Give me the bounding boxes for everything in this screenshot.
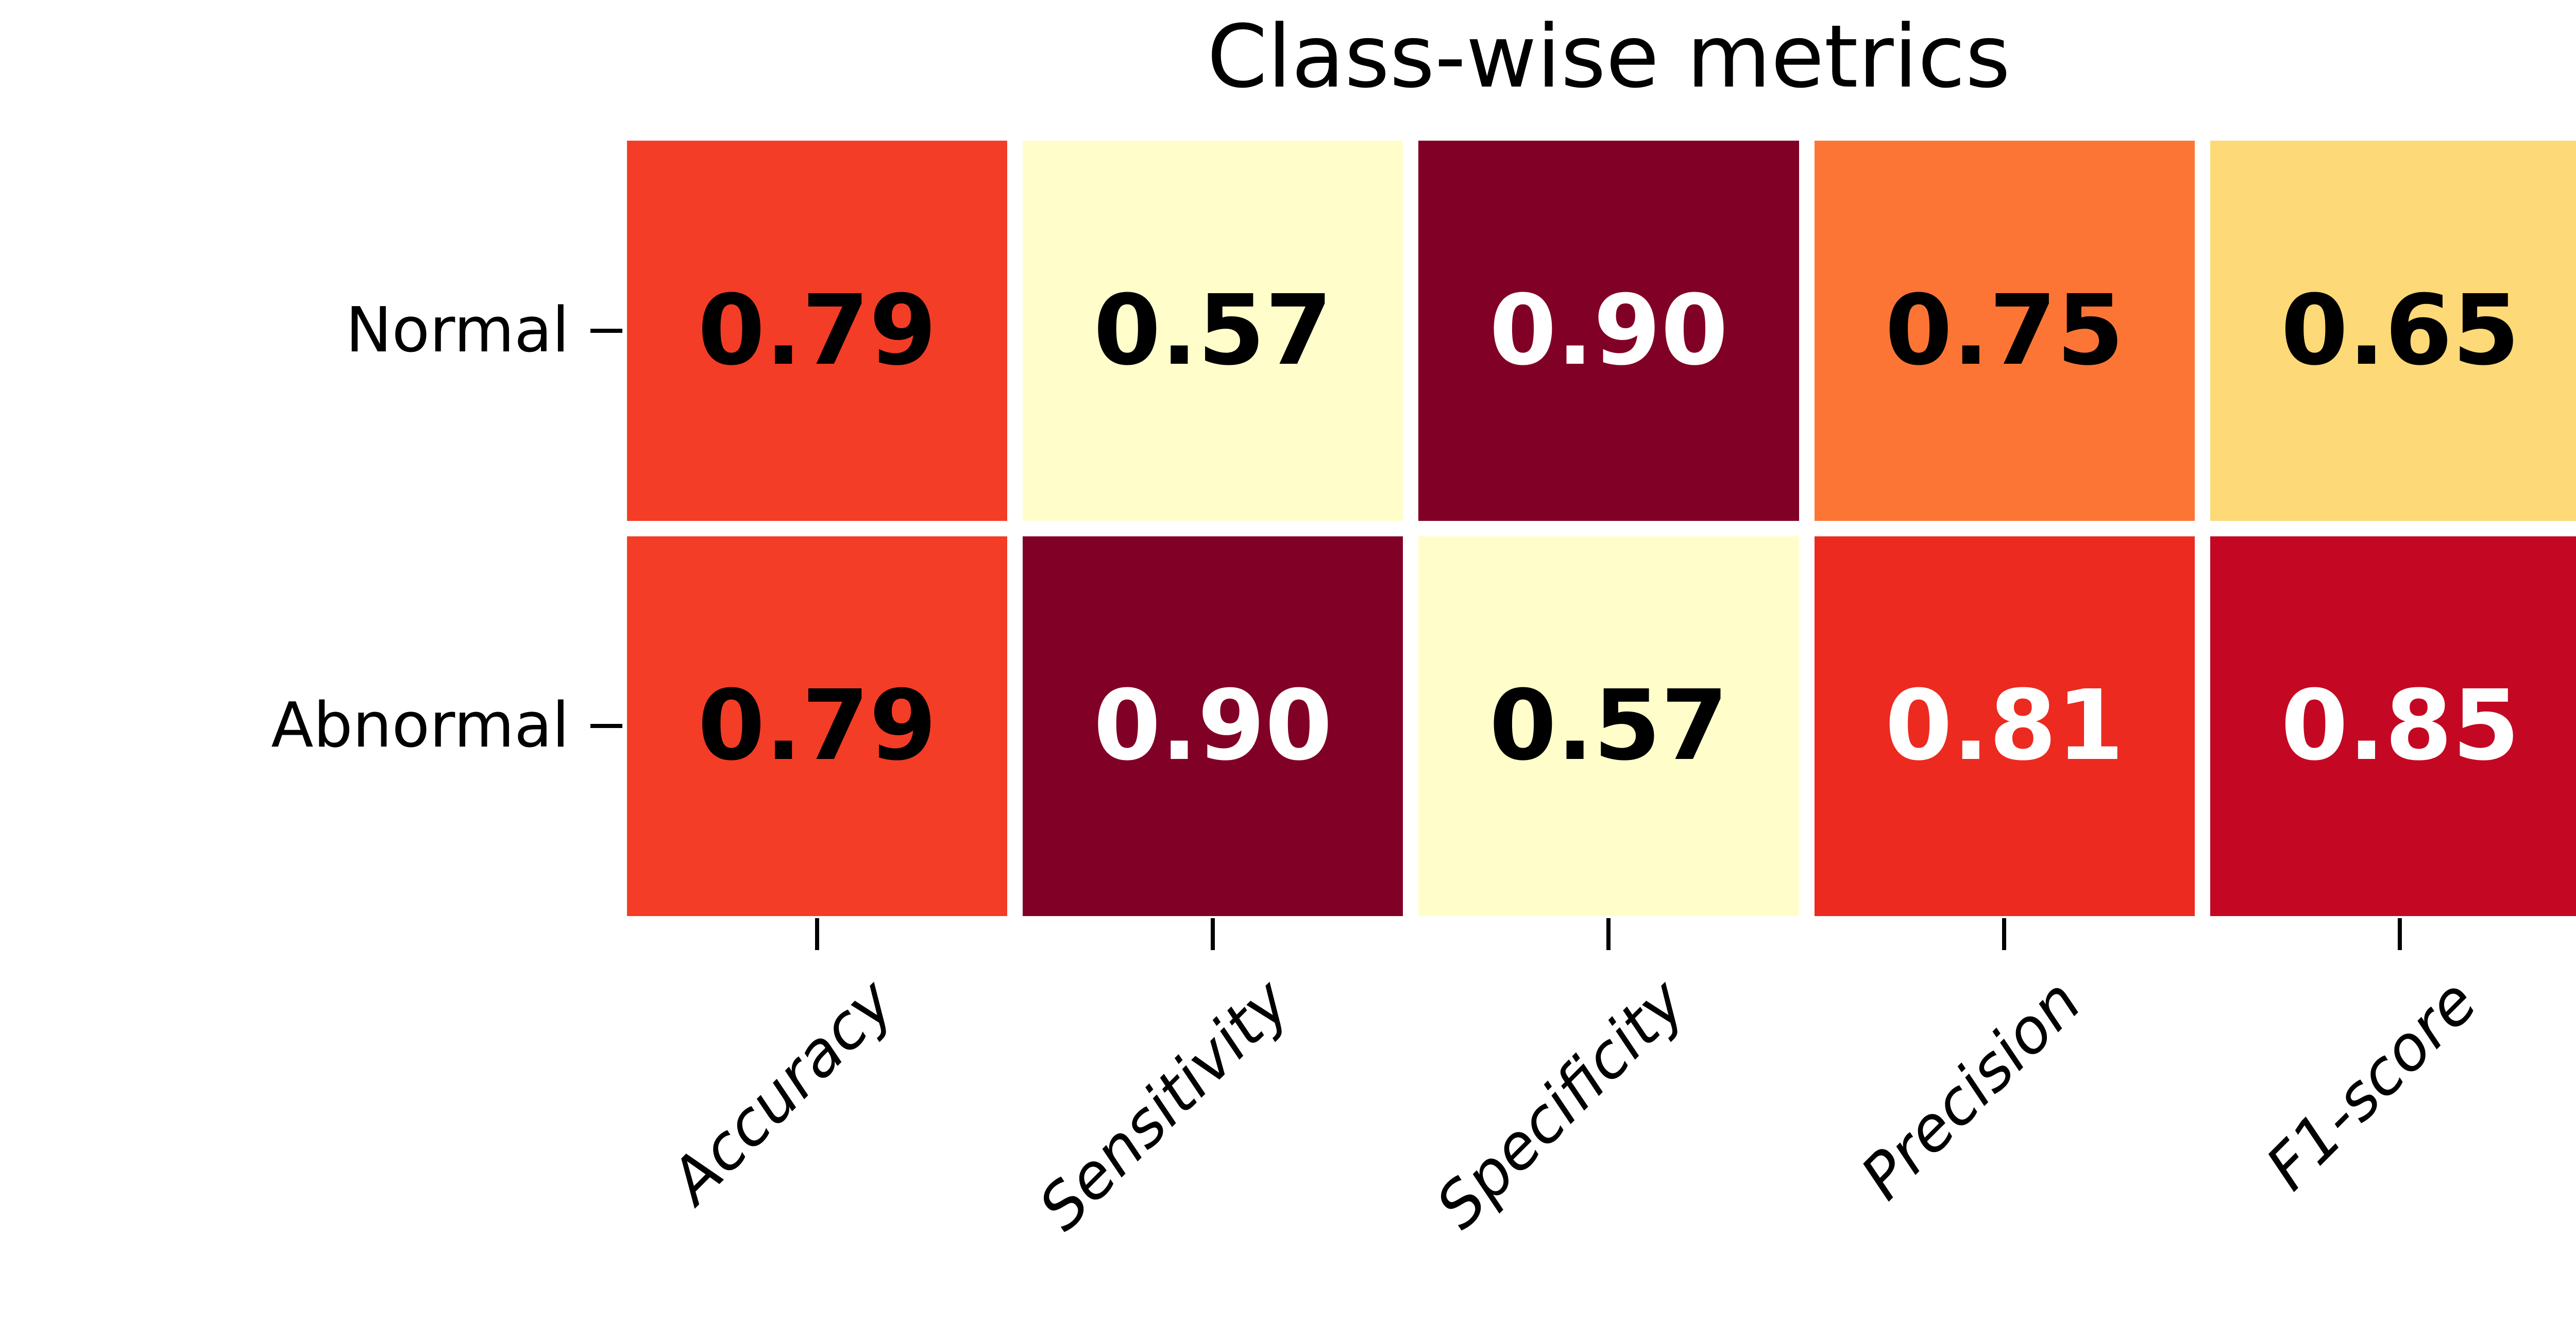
y-axis-label-normal: Normal: [345, 295, 569, 366]
y-axis-label-abnormal: Abnormal: [271, 690, 569, 762]
heatmap-cell-normal-specificity: 0.90: [1418, 141, 1799, 521]
heatmap-cell-normal-accuracy: 0.79: [627, 141, 1008, 521]
heatmap-grid: 0.79 0.57 0.90 0.75 0.65 0.79 0.90 0.57 …: [627, 141, 2576, 916]
cell-value: 0.79: [698, 669, 937, 783]
heatmap-cell-normal-precision: 0.75: [1814, 141, 2195, 521]
x-axis-tick-sensitivity: [1211, 918, 1215, 950]
cell-value: 0.85: [2280, 669, 2520, 783]
x-axis-tick-f1-score: [2398, 918, 2402, 950]
x-axis-label-accuracy: Accuracy: [657, 966, 908, 1217]
cell-value: 0.65: [2280, 274, 2520, 387]
heatmap-cell-abnormal-specificity: 0.57: [1418, 536, 1799, 916]
cell-value: 0.75: [1885, 274, 2124, 387]
heatmap-cell-abnormal-f1-score: 0.85: [2210, 536, 2576, 916]
heatmap-cell-abnormal-sensitivity: 0.90: [1023, 536, 1403, 916]
heatmap-cell-abnormal-precision: 0.81: [1814, 536, 2195, 916]
cell-value: 0.90: [1489, 274, 1728, 387]
cell-value: 0.90: [1093, 669, 1333, 783]
cell-value: 0.79: [698, 274, 937, 387]
cell-value: 0.81: [1885, 669, 2124, 783]
x-axis-tick-accuracy: [815, 918, 819, 950]
y-axis-tick-abnormal: [590, 724, 622, 728]
x-axis-tick-precision: [2002, 918, 2006, 950]
cell-value: 0.57: [1489, 669, 1728, 783]
x-axis-tick-specificity: [1606, 918, 1611, 950]
heatmap-cell-normal-f1-score: 0.65: [2210, 141, 2576, 521]
heatmap-cell-normal-sensitivity: 0.57: [1023, 141, 1403, 521]
chart-title: Class-wise metrics: [1207, 6, 2011, 107]
y-axis-tick-normal: [590, 329, 622, 333]
heatmap-cell-abnormal-accuracy: 0.79: [627, 536, 1008, 916]
cell-value: 0.57: [1093, 274, 1333, 387]
